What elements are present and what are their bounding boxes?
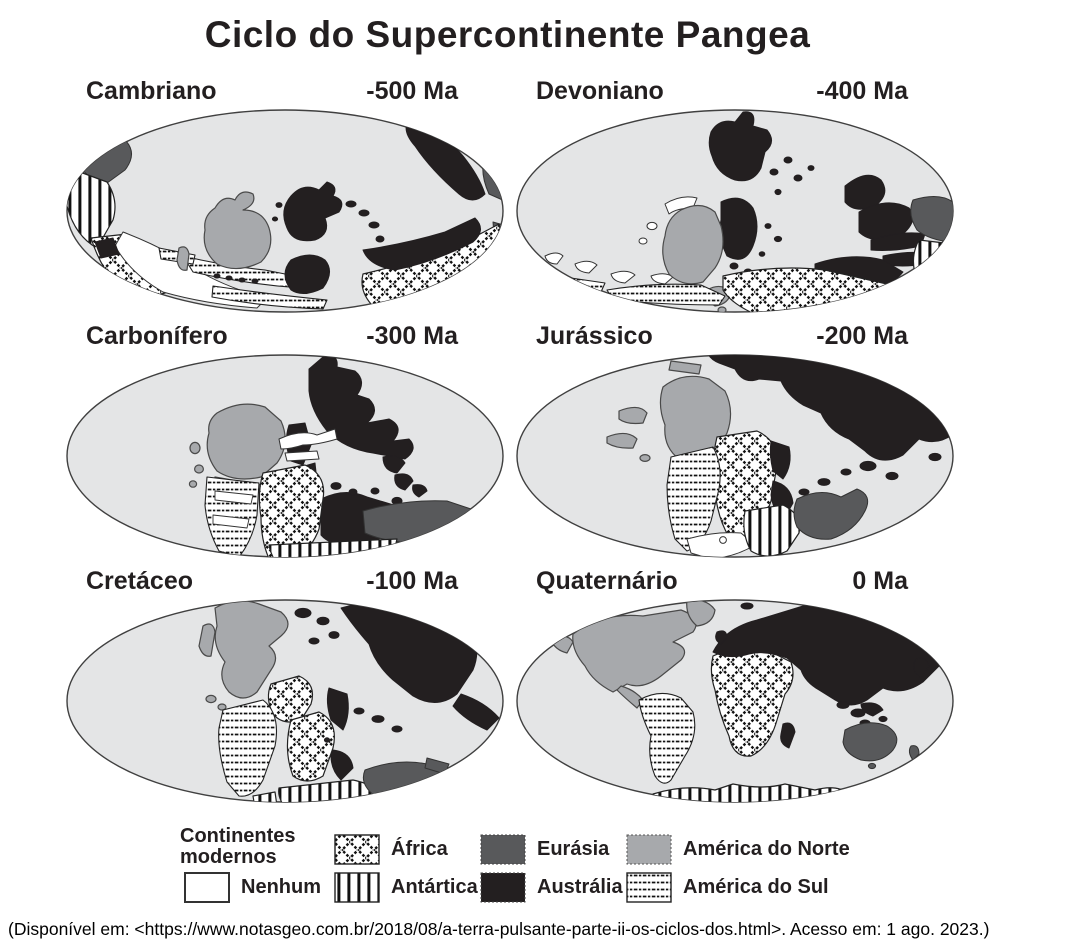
legend-heading-line1: Continentes	[180, 825, 296, 847]
legend-label: América do Sul	[683, 876, 829, 898]
panel-carbonifero: Carbonífero -300 Ma	[60, 321, 510, 564]
legend-swatch-eurasia-icon	[480, 834, 526, 865]
panel-cambriano: Cambriano -500 Ma	[60, 76, 510, 319]
period-label: Cambriano	[86, 77, 217, 105]
legend-label: Austrália	[537, 876, 623, 898]
legend-item-eurasia: Eurásia	[480, 834, 609, 865]
panel-header: Carbonífero -300 Ma	[60, 321, 510, 353]
landmass-africa	[267, 675, 335, 782]
landmass-america-do-norte	[176, 191, 272, 271]
legend: Continentes modernos Nenhum África Antár…	[0, 822, 1080, 914]
legend-heading-line2: modernos	[180, 846, 277, 868]
age-label: -500 Ma	[366, 77, 458, 105]
panel-header: Quaternário 0 Ma	[510, 566, 960, 598]
map-devoniano	[516, 109, 954, 313]
period-label: Carbonífero	[86, 322, 228, 350]
panel-cretaceo: Cretáceo -100 Ma	[60, 566, 510, 809]
map-cambriano	[66, 109, 504, 313]
landmass-america-do-norte	[198, 600, 289, 714]
landmass-antartica	[912, 239, 953, 293]
landmass-america-do-norte	[550, 600, 716, 709]
period-label: Devoniano	[536, 77, 664, 105]
legend-item-africa: África	[334, 834, 448, 865]
legend-label: Eurásia	[537, 838, 610, 860]
legend-label: Nenhum	[241, 876, 321, 898]
panel-header: Cambriano -500 Ma	[60, 76, 510, 108]
landmass-america-do-norte	[606, 360, 732, 463]
legend-item-nenhum: Nenhum	[184, 872, 321, 903]
legend-item-america-do-sul: América do Sul	[626, 872, 829, 903]
legend-item-america-do-norte: América do Norte	[626, 834, 850, 865]
landmass-eurasia	[362, 500, 484, 544]
age-label: -100 Ma	[366, 567, 458, 595]
legend-label: América do Norte	[683, 838, 850, 860]
map-jurassico	[516, 354, 954, 558]
legend-swatch-america-do-norte-icon	[626, 834, 672, 865]
legend-swatch-africa-icon	[334, 834, 380, 865]
landmass-america-do-sul	[158, 247, 328, 310]
legend-swatch-america-do-sul-icon	[626, 872, 672, 903]
age-label: 0 Ma	[852, 567, 908, 595]
legend-swatch-nenhum-icon	[184, 872, 230, 903]
panel-quaternario: Quaternário 0 Ma	[510, 566, 960, 809]
map-cretaceo	[66, 599, 504, 803]
landmass-australia-gray	[793, 488, 869, 540]
legend-swatch-antartica-icon	[334, 872, 380, 903]
map-quaternario	[516, 599, 954, 803]
panel-header: Devoniano -400 Ma	[510, 76, 960, 108]
legend-item-antartica: Antártica	[334, 872, 478, 903]
landmass-america-do-sul	[218, 699, 278, 797]
period-label: Cretáceo	[86, 567, 193, 595]
source-citation: (Disponível em: <https://www.notasgeo.co…	[8, 919, 990, 939]
page-title: Ciclo do Supercontinente Pangea	[204, 14, 811, 55]
landmass-india-black	[323, 687, 354, 781]
coastline-white	[278, 428, 338, 462]
period-label: Jurássico	[536, 322, 653, 350]
panel-header: Jurássico -200 Ma	[510, 321, 960, 353]
landmass-australia	[94, 119, 486, 294]
landmass-antartica	[652, 783, 850, 802]
age-label: -300 Ma	[366, 322, 458, 350]
legend-heading: Continentes modernos	[180, 826, 296, 868]
age-label: -400 Ma	[816, 77, 908, 105]
landmass-africa	[258, 464, 325, 557]
age-label: -200 Ma	[816, 322, 908, 350]
period-label: Quaternário	[536, 567, 678, 595]
panel-header: Cretáceo -100 Ma	[60, 566, 510, 598]
legend-label: África	[391, 838, 448, 860]
landmass-antartica	[67, 167, 116, 249]
landmass-australia	[708, 111, 930, 293]
legend-swatch-australia-icon	[480, 872, 526, 903]
legend-item-australia: Austrália	[480, 872, 623, 903]
panel-jurassico: Jurássico -200 Ma	[510, 321, 960, 564]
panel-devoniano: Devoniano -400 Ma	[510, 76, 960, 319]
map-carbonifero	[66, 354, 504, 558]
landmass-america-do-sul	[638, 692, 696, 784]
legend-label: Antártica	[391, 876, 478, 898]
landmass-eurasia	[910, 196, 953, 243]
coastline-white2	[212, 490, 254, 529]
